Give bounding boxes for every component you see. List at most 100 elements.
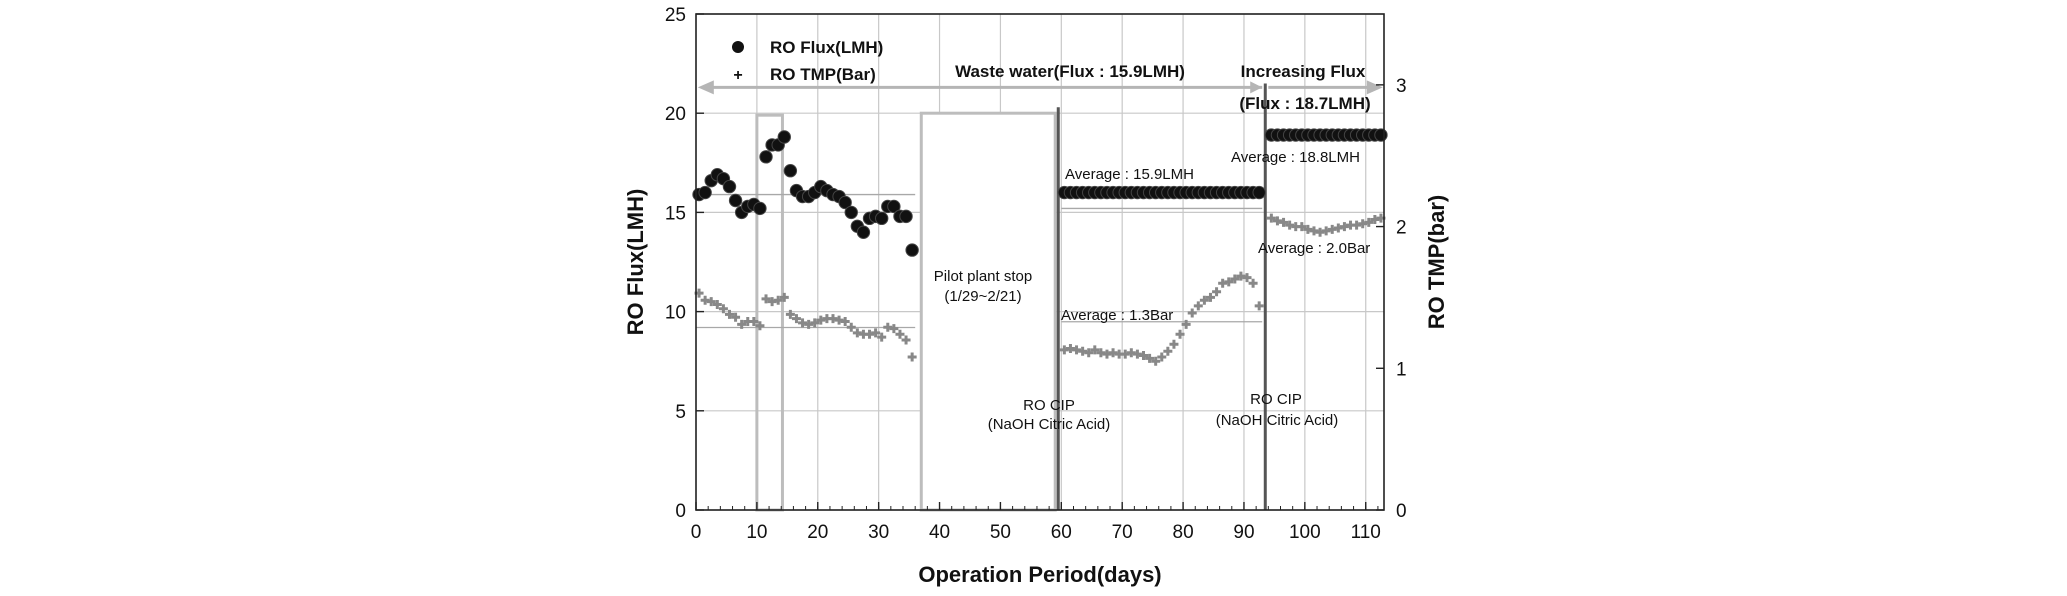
x-tick-label: 10 — [746, 522, 767, 543]
axis-ticks — [695, 13, 1384, 511]
cip-1-chemicals-label: (NaOH Citric Acid) — [988, 416, 1111, 433]
tmp-point — [1139, 351, 1148, 361]
tmp-point — [706, 297, 716, 307]
flux-point — [838, 195, 852, 210]
tmp-point — [1364, 217, 1374, 227]
y-right-tick-label: 2 — [1396, 218, 1407, 239]
tmp-point — [1187, 308, 1197, 318]
flux-point — [874, 211, 889, 226]
tmp-point — [1242, 273, 1252, 283]
y-left-tick-label: 25 — [665, 5, 686, 26]
tmp-point — [737, 319, 747, 329]
tmp-point — [712, 300, 722, 310]
tmp-point — [755, 321, 765, 331]
tmp-point — [907, 352, 917, 362]
pilot-stop-label: Pilot plant stop — [934, 268, 1032, 285]
x-tick-label: 20 — [807, 522, 828, 543]
increasing-flux-value-label: (Flux : 18.7LMH) — [1239, 94, 1370, 113]
tmp-point — [749, 317, 759, 327]
highlight-regions — [755, 83, 1267, 512]
tmp-point — [889, 324, 899, 334]
series-ro-flux — [692, 128, 1388, 257]
legend-flux-label: RO Flux(LMH) — [770, 38, 883, 57]
x-tick-label: 110 — [1351, 522, 1381, 543]
tmp-point — [1151, 356, 1161, 366]
tmp-point — [1297, 222, 1307, 232]
tmp-point — [1205, 292, 1215, 302]
flux-point — [759, 150, 773, 164]
tmp-point — [1254, 301, 1264, 311]
cip-2-chemicals-label: (NaOH Citric Acid) — [1216, 412, 1339, 429]
annotations: Waste water(Flux : 15.9LMH) Increasing F… — [934, 62, 1371, 433]
cip-2-label: RO CIP — [1250, 391, 1302, 408]
flux-point — [753, 201, 767, 216]
tmp-point — [895, 329, 905, 339]
flux-point — [844, 205, 858, 220]
legend-tmp-marker: + — [733, 67, 742, 84]
flux-point — [777, 130, 791, 144]
flux-point — [887, 199, 901, 214]
y-left-axis-title: RO Flux(LMH) — [623, 189, 648, 336]
tmp-point — [785, 309, 795, 319]
legend-tmp-label: RO TMP(Bar) — [770, 65, 876, 84]
tmp-point — [1224, 277, 1234, 287]
legend: RO Flux(LMH) + RO TMP(Bar) — [732, 38, 883, 84]
x-tick-label: 70 — [1112, 522, 1133, 543]
y-right-tick-label: 3 — [1396, 76, 1407, 97]
average-tmp-label-1: Average : 1.3Bar — [1061, 307, 1173, 324]
tmp-point — [1230, 274, 1240, 284]
pilot-stop-dates-label: (1/29~2/21) — [944, 288, 1021, 305]
x-tick-label: 80 — [1173, 522, 1194, 543]
pilot-stop-box — [919, 111, 1057, 512]
tmp-point — [1199, 295, 1209, 305]
waste-water-label: Waste water(Flux : 15.9LMH) — [955, 62, 1185, 81]
average-tmp-label-2: Average : 2.0Bar — [1258, 240, 1370, 257]
tmp-point — [840, 317, 850, 327]
x-tick-label: 40 — [929, 522, 950, 543]
tmp-point — [791, 314, 801, 324]
cip-1-label: RO CIP — [1023, 397, 1075, 414]
legend-flux-marker — [732, 41, 744, 53]
tmp-point — [1193, 301, 1203, 311]
flux-point — [1252, 185, 1266, 200]
y-left-tick-label: 5 — [675, 402, 686, 423]
y-right-tick-label: 1 — [1396, 359, 1407, 380]
y-right-tick-label: 0 — [1396, 501, 1407, 522]
tmp-point — [1090, 345, 1100, 355]
tmp-point — [1163, 346, 1173, 356]
flux-point — [722, 179, 737, 194]
tmp-point — [871, 328, 881, 338]
tmp-point — [731, 312, 741, 322]
tmp-point — [779, 292, 789, 302]
series-ro-tmp — [694, 213, 1386, 366]
flux-point — [1374, 128, 1388, 142]
y-left-tick-label: 15 — [665, 203, 686, 224]
tmp-point — [1266, 213, 1276, 223]
flux-point — [905, 243, 919, 257]
y-left-tick-label: 10 — [665, 303, 686, 324]
tmp-point — [1279, 217, 1289, 227]
tmp-point — [1212, 287, 1222, 297]
tick-labels: 0 10 20 30 40 50 60 70 80 90 100 110 0 5 10 15 20 25 0 1 2 3 — [665, 5, 1407, 543]
restart-box — [755, 113, 784, 512]
tmp-point — [773, 295, 783, 305]
flux-point — [856, 225, 871, 239]
tmp-point — [1084, 348, 1094, 358]
flux-point — [698, 185, 712, 200]
tmp-point — [901, 335, 911, 345]
flux-point — [899, 209, 913, 224]
plot-frame — [695, 13, 1385, 511]
x-tick-label: 90 — [1233, 522, 1254, 543]
increasing-flux-label: Increasing Flux — [1241, 62, 1366, 81]
arrow-head-right — [1366, 80, 1383, 95]
x-tick-label: 60 — [1051, 522, 1072, 543]
y-right-axis-title: RO TMP(bar) — [1424, 195, 1449, 329]
tmp-point — [810, 318, 820, 328]
tmp-point — [1181, 319, 1191, 329]
tmp-point — [1157, 352, 1167, 362]
tmp-point — [1169, 339, 1179, 349]
average-flux-label-2: Average : 18.8LMH — [1231, 149, 1360, 166]
flux-point — [783, 164, 798, 178]
arrow-head-mid — [1250, 81, 1263, 94]
